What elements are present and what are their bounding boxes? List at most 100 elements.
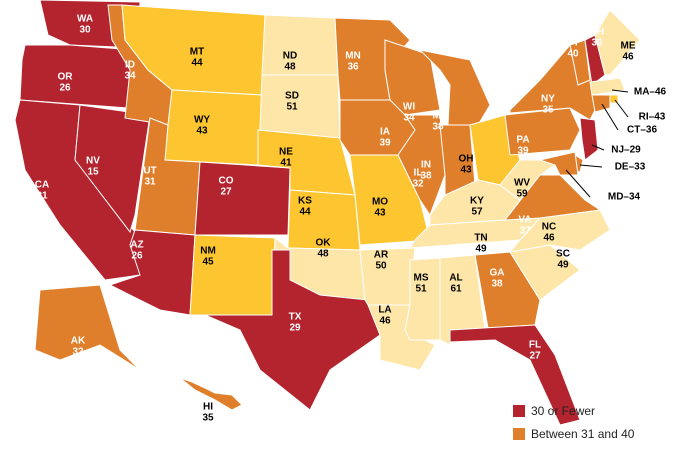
state-value: 46 xyxy=(543,233,555,244)
state-value: 38 xyxy=(420,171,432,182)
state-value: 41 xyxy=(280,158,292,169)
state-value: 43 xyxy=(374,208,386,219)
state-value: 34 xyxy=(124,71,136,82)
state-abbr: VT xyxy=(567,38,580,49)
state-abbr: TN xyxy=(474,233,487,244)
state-abbr: CA xyxy=(35,180,49,191)
state-abbr: UT xyxy=(143,166,156,177)
state-value: 30 xyxy=(591,38,603,49)
state-abbr: WA xyxy=(77,14,93,25)
state xyxy=(261,14,339,76)
state xyxy=(164,89,263,166)
state-abbr: SD xyxy=(285,91,299,102)
state-abbr: NE xyxy=(279,147,293,158)
state xyxy=(179,377,243,411)
state xyxy=(34,284,141,371)
leader-line xyxy=(591,144,605,151)
legend-swatch xyxy=(513,428,525,440)
state xyxy=(591,94,611,113)
state-abbr: FL xyxy=(529,340,541,351)
state-value: 51 xyxy=(415,284,427,295)
state-abbr: OR xyxy=(58,72,74,83)
callout-label: MD–34 xyxy=(608,192,641,203)
state-value: 21 xyxy=(36,191,48,202)
state-abbr: AZ xyxy=(130,240,143,251)
state xyxy=(19,44,136,109)
state xyxy=(474,251,541,329)
state-abbr: SC xyxy=(556,249,570,260)
callout-label: RI–43 xyxy=(639,112,666,123)
state-abbr: WI xyxy=(403,102,415,113)
state-value: 29 xyxy=(289,323,301,334)
state-abbr: WV xyxy=(514,178,530,189)
callout-label: MA–46 xyxy=(634,87,667,98)
state-value: 26 xyxy=(59,83,71,94)
state xyxy=(569,39,591,86)
state-value: 49 xyxy=(475,244,487,255)
state-value: 26 xyxy=(131,251,143,262)
state-value: 49 xyxy=(557,260,569,271)
state-abbr: IN xyxy=(421,160,431,171)
state-abbr: ND xyxy=(283,51,297,62)
state-value: 15 xyxy=(87,167,99,178)
state xyxy=(538,151,579,176)
state-abbr: NV xyxy=(86,156,100,167)
state-abbr: PA xyxy=(516,135,529,146)
state-abbr: MI xyxy=(432,111,443,122)
state-value: 31 xyxy=(144,177,156,188)
state-value: 30 xyxy=(79,25,91,36)
state-value: 44 xyxy=(299,207,311,218)
state-abbr: NC xyxy=(542,222,556,233)
state-value: 59 xyxy=(516,189,528,200)
state-abbr: NY xyxy=(541,94,555,105)
callout-label: CT–36 xyxy=(627,125,657,136)
legend-label: 30 or Fewer xyxy=(531,404,595,418)
state-value: 32 xyxy=(72,347,84,358)
state-abbr: ID xyxy=(125,60,135,71)
state xyxy=(404,257,441,341)
state-abbr: AK xyxy=(71,336,86,347)
state-value: 46 xyxy=(622,52,634,63)
state-abbr: HI xyxy=(203,402,213,413)
state-value: 43 xyxy=(460,165,472,176)
state-value: 43 xyxy=(196,126,208,137)
state-value: 57 xyxy=(471,207,483,218)
state-value: 39 xyxy=(379,138,391,149)
callout-label: NJ–29 xyxy=(611,145,641,156)
state-value: 48 xyxy=(284,62,296,73)
state-abbr: VA xyxy=(518,215,531,226)
state-abbr: IL xyxy=(414,168,423,179)
state-abbr: ME xyxy=(621,41,636,52)
state-abbr: MS xyxy=(414,273,429,284)
leader-line xyxy=(614,99,629,118)
state-value: 48 xyxy=(317,249,329,260)
state-abbr: TX xyxy=(289,312,302,323)
state-value: 40 xyxy=(567,49,579,60)
state-value: 35 xyxy=(202,413,214,424)
state-value: 38 xyxy=(491,279,503,290)
leader-line xyxy=(579,164,603,168)
state-abbr: MO xyxy=(372,197,388,208)
state-abbr: AL xyxy=(449,273,462,284)
state-abbr: GA xyxy=(490,268,505,279)
state-abbr: LA xyxy=(378,305,391,316)
state-abbr: MN xyxy=(345,51,361,62)
legend-label: Between 31 and 40 xyxy=(531,427,635,441)
state xyxy=(449,324,581,426)
state-abbr: NH xyxy=(590,27,604,38)
state-value: 37 xyxy=(519,226,531,237)
state-abbr: IA xyxy=(380,127,390,138)
state-abbr: KY xyxy=(470,196,484,207)
state xyxy=(194,161,291,236)
state-value: 46 xyxy=(379,316,391,327)
state-value: 32 xyxy=(412,179,424,190)
state-abbr: MT xyxy=(190,47,204,58)
state-value: 36 xyxy=(347,62,359,73)
state-value: 27 xyxy=(529,351,541,362)
legend-swatch xyxy=(513,405,525,417)
leader-line xyxy=(611,89,629,93)
leader-line xyxy=(601,103,619,131)
state xyxy=(259,74,341,141)
